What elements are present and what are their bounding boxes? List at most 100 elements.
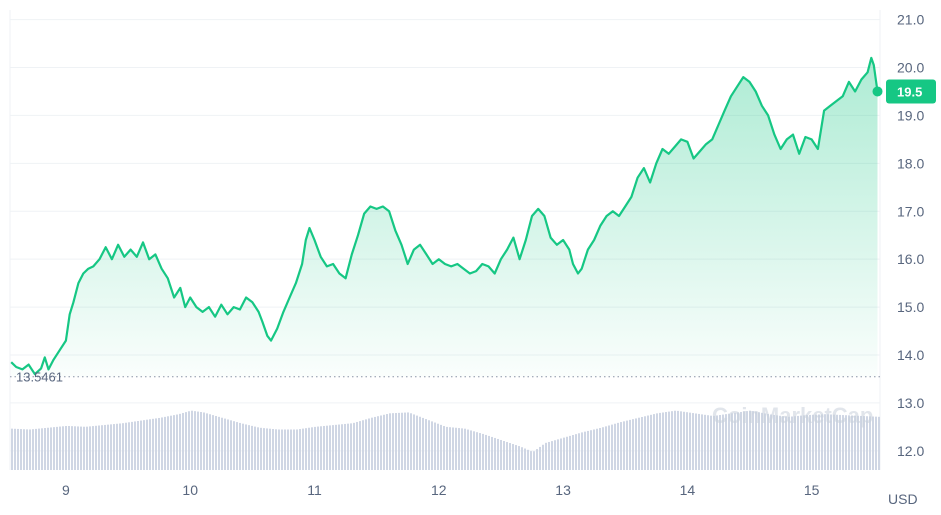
x-axis: 9 10 11 12 13 14 15 [62,482,820,498]
volume-bar [755,411,757,470]
volume-bar [545,442,547,470]
volume-bar [389,413,391,470]
volume-bar [74,426,76,470]
volume-bar [215,415,217,470]
volume-bar [473,431,475,470]
volume-bar [71,426,73,470]
volume-bar [530,451,532,470]
volume-bar [500,439,502,470]
volume-bar [725,414,727,470]
volume-bar [179,413,181,470]
baseline-label: 13.5461 [16,370,63,385]
current-price-badge: 19.5 [872,79,936,104]
volume-bar [710,415,712,470]
volume-bar [527,449,529,470]
volume-bar [59,426,61,470]
volume-bar [383,414,385,470]
volume-bar [422,417,424,470]
volume-bar [713,415,715,470]
volume-bar [647,415,649,470]
volume-bar [269,428,271,470]
volume-bar [740,411,742,470]
volume-bar [392,413,394,470]
volume-bar [791,416,793,470]
volume-bar [659,412,661,470]
volume-bar [524,448,526,470]
volume-bar [326,425,328,470]
volume-bar [497,438,499,470]
volume-bar [44,428,46,470]
volume-bar [779,415,781,470]
volume-bar [38,428,40,470]
volume-bar [569,435,571,470]
volume-bar [458,428,460,470]
volume-bar [206,413,208,470]
volume-bar [167,416,169,470]
volume-bar [251,425,253,470]
volume-bar [806,415,808,470]
volume-bar [839,414,841,470]
volume-bar [275,429,277,470]
volume-bar [716,415,718,470]
watermark: CoinMarketCap [712,403,873,428]
volume-bar [218,416,220,470]
volume-bar [86,426,88,470]
volume-bar [746,411,748,470]
volume-bar [98,425,100,470]
volume-bar [851,415,853,470]
volume-bar [158,417,160,470]
volume-bar [704,414,706,470]
volume-bar [620,422,622,470]
volume-bar [287,429,289,470]
volume-bar [161,417,163,470]
volume-bar [284,429,286,470]
volume-bar [800,415,802,470]
volume-bar [467,429,469,470]
volume-bar [863,416,865,470]
volume-bar [695,413,697,470]
volume-bar [416,415,418,470]
volume-bar [653,414,655,470]
volume-bar [131,421,133,470]
volume-bar [83,426,85,470]
volume-bar [731,413,733,470]
volume-bar [413,414,415,470]
volume-bar [644,416,646,470]
price-line [10,56,879,376]
volume-bar [431,421,433,470]
volume-bar [149,419,151,470]
volume-bar [302,428,304,470]
volume-bar [53,427,55,470]
volume-bar [671,411,673,470]
volume-bar [329,425,331,470]
volume-bar [272,428,274,470]
volume-bar [446,426,448,470]
volume-bar [365,419,367,470]
volume-bar [242,423,244,470]
volume-bar [572,435,574,470]
volume-bar [80,426,82,470]
volume-bar [797,415,799,470]
volume-bar [89,426,91,470]
volume-bar [62,426,64,470]
volume-bar [752,411,754,470]
volume-bar [617,422,619,470]
volume-bar [362,420,364,470]
volume-bar [188,411,190,470]
volume-bar [425,419,427,470]
volume-bar [236,422,238,470]
volume-bar [452,427,454,470]
volume-bar [515,445,517,470]
volume-bar [437,423,439,470]
volume-bar [632,419,634,470]
volume-bar [17,428,19,470]
volume-bar [596,428,598,470]
volume-bar [554,440,556,470]
volume-bar [407,412,409,470]
volume-bar [35,428,37,470]
volume-bar [581,432,583,470]
y-tick-label: 15.0 [897,299,924,315]
volume-bar [719,415,721,470]
volume-bar [464,428,466,470]
volume-bar [872,416,874,470]
